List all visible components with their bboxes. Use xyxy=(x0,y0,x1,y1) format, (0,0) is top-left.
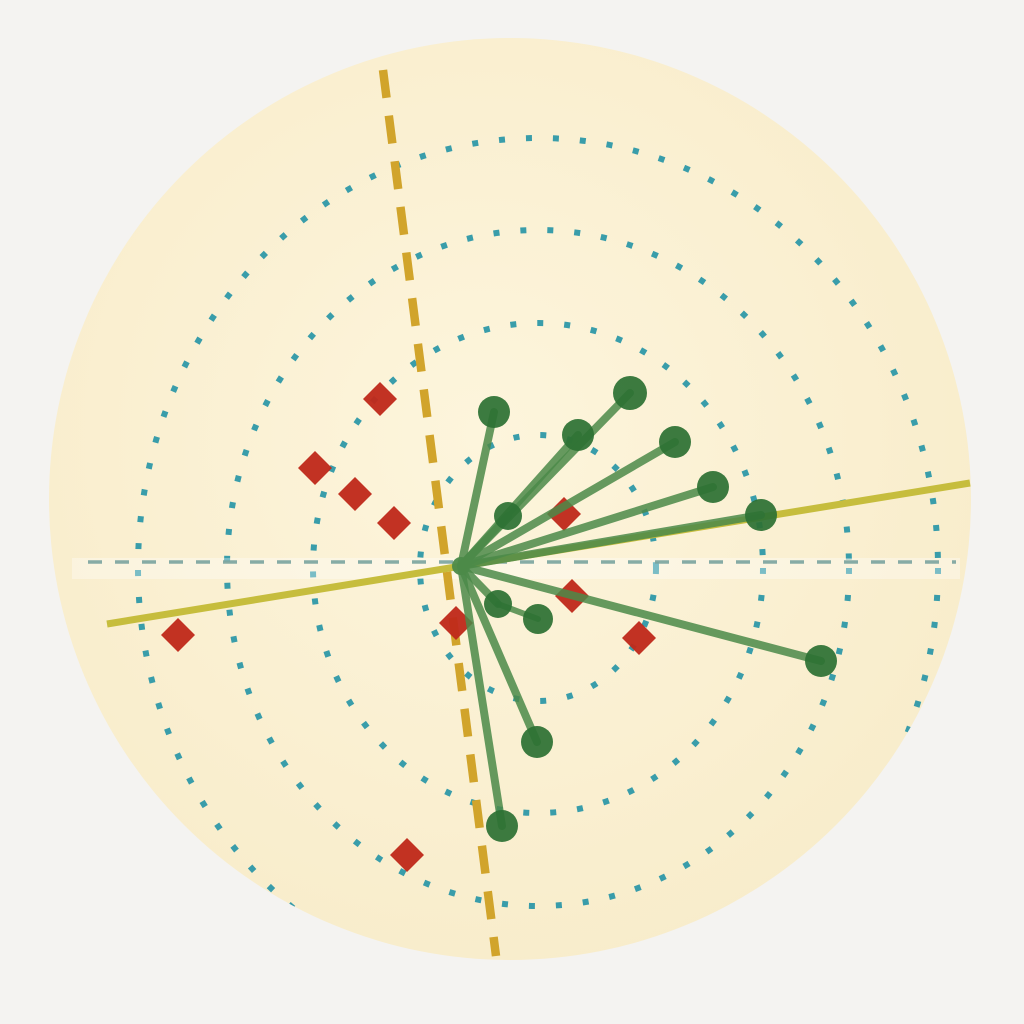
green-point xyxy=(659,426,691,458)
green-point xyxy=(494,502,522,530)
red-diamond xyxy=(622,621,656,655)
red-diamond xyxy=(377,506,411,540)
plot-disc xyxy=(49,38,971,960)
dotted-ring xyxy=(417,432,659,704)
connected-series xyxy=(452,376,837,842)
reference-line-steep-dashed xyxy=(378,69,501,957)
green-stem xyxy=(457,562,541,746)
green-point xyxy=(805,645,837,677)
green-stem xyxy=(457,562,506,830)
green-point xyxy=(521,726,553,758)
green-stem xyxy=(457,438,679,570)
green-point xyxy=(562,419,594,451)
red-diamond xyxy=(298,451,332,485)
green-point xyxy=(486,810,518,842)
green-point xyxy=(478,396,510,428)
green-point xyxy=(745,499,777,531)
ring-grid xyxy=(135,135,941,960)
dotted-ring xyxy=(224,227,852,909)
green-stem xyxy=(457,483,717,570)
dotted-ring xyxy=(135,135,941,960)
spoke-center xyxy=(452,557,470,575)
red-diamond xyxy=(161,618,195,652)
green-point xyxy=(613,376,647,410)
green-point xyxy=(697,471,729,503)
red-diamond xyxy=(363,382,397,416)
green-point xyxy=(484,590,512,618)
green-stem xyxy=(457,408,498,570)
dotted-ring xyxy=(310,320,766,816)
red-diamond xyxy=(439,606,473,640)
plot-disc-circle xyxy=(49,38,971,960)
red-diamond xyxy=(338,477,372,511)
green-stem xyxy=(457,511,765,570)
green-stem xyxy=(457,562,825,665)
green-point xyxy=(523,604,553,634)
diamond-series xyxy=(161,382,656,872)
red-diamond xyxy=(390,838,424,872)
